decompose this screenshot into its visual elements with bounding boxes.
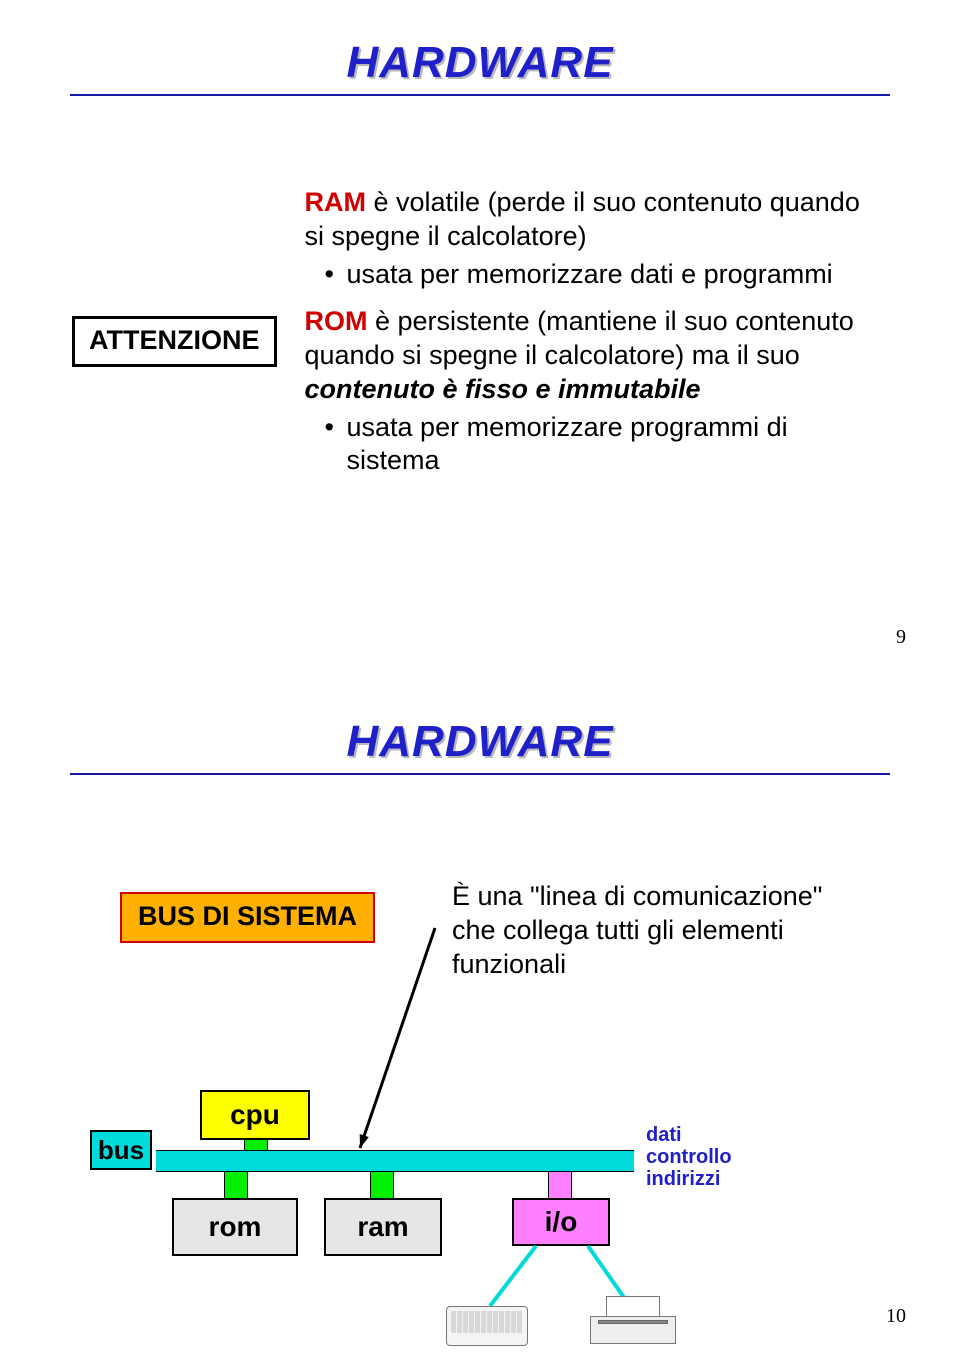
rom-bullets: usata per memorizzare programmi di siste… (305, 411, 865, 479)
title-text: HARDWARE (346, 38, 613, 87)
rom-line: ROM è persistente (mantiene il suo conte… (305, 305, 865, 406)
title-rule (70, 94, 890, 96)
slide-1: HARDWARE ATTENZIONE RAM è volatile (perd… (0, 0, 960, 679)
slide-2: HARDWARE BUS DI SISTEMA È una "linea di … (0, 679, 960, 1358)
slide2-title: HARDWARE (60, 717, 900, 767)
rom-rest: è persistente (mantiene il suo contenuto… (305, 306, 854, 370)
ram-line: RAM è volatile (perde il suo contenuto q… (305, 186, 865, 254)
ram-bullets: usata per memorizzare dati e programmi (305, 258, 865, 292)
page-number-1: 9 (896, 626, 906, 649)
title2-rule (70, 773, 890, 775)
rom-label: ROM (305, 306, 368, 336)
keyboard-icon (446, 1306, 528, 1346)
slide1-title: HARDWARE (60, 38, 900, 88)
ram-rest: è volatile (perde il suo contenuto quand… (305, 187, 860, 251)
title-shadow: HARDWARE (346, 38, 613, 87)
title2-shadow: HARDWARE (346, 717, 613, 766)
ram-label: RAM (305, 187, 367, 217)
page-number-2: 10 (886, 1305, 906, 1328)
ram-bullet-1: usata per memorizzare dati e programmi (325, 258, 865, 292)
slide1-body: ATTENZIONE RAM è volatile (perde il suo … (60, 186, 900, 492)
printer-icon (590, 1296, 676, 1344)
attention-label: ATTENZIONE (89, 325, 260, 355)
slide1-content: RAM è volatile (perde il suo contenuto q… (305, 186, 865, 492)
title2-text: HARDWARE (346, 717, 613, 766)
rom-bi: contenuto è fisso e immutabile (305, 374, 701, 404)
slide2-body: BUS DI SISTEMA È una "linea di comunicaz… (60, 820, 900, 1360)
rom-bullet-1: usata per memorizzare programmi di siste… (325, 411, 865, 479)
attention-box: ATTENZIONE (72, 316, 277, 367)
architecture-diagram: buscpuromrami/odaticontrolloindirizzi (90, 1090, 870, 1350)
